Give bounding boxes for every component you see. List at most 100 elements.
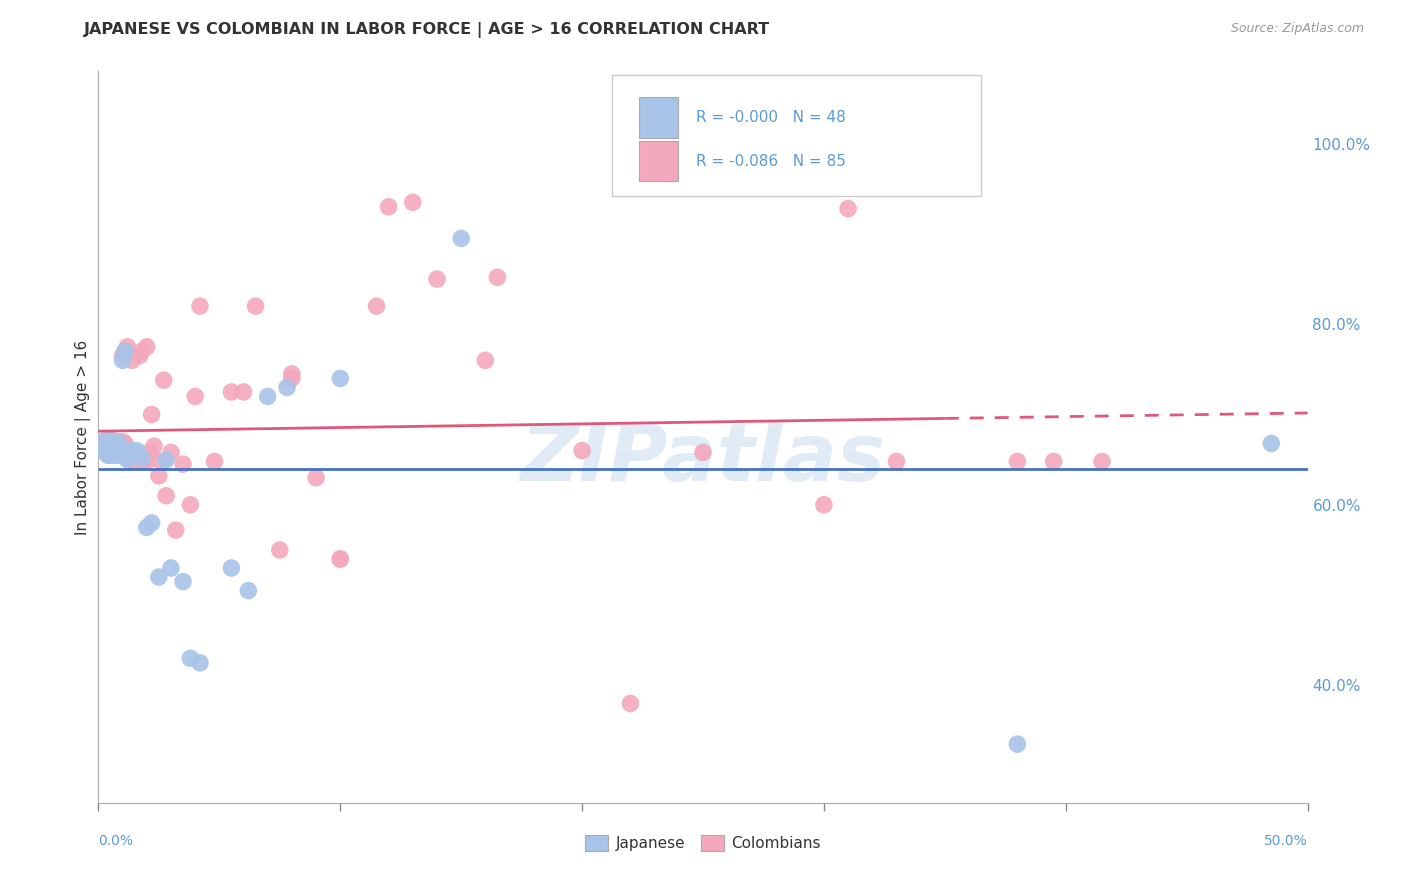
Point <box>91 443 114 458</box>
Point <box>107 434 129 449</box>
Point <box>127 443 149 458</box>
Point <box>94 443 117 458</box>
Point <box>141 408 163 422</box>
Point <box>101 443 124 458</box>
Point <box>108 443 131 458</box>
Point <box>269 543 291 558</box>
Point <box>124 445 146 459</box>
Point <box>91 434 114 449</box>
Point <box>179 498 201 512</box>
Point <box>276 380 298 394</box>
Point <box>114 344 136 359</box>
Point <box>1007 737 1029 751</box>
Point <box>117 442 139 456</box>
Point <box>179 651 201 665</box>
Point <box>155 452 177 467</box>
Text: R = -0.086   N = 85: R = -0.086 N = 85 <box>696 153 845 169</box>
Point <box>124 454 146 468</box>
Point <box>90 439 112 453</box>
Point <box>128 349 150 363</box>
Point <box>221 561 243 575</box>
Point <box>238 583 260 598</box>
Point <box>108 439 131 453</box>
Point <box>100 433 122 447</box>
Point <box>104 448 127 462</box>
Text: 50.0%: 50.0% <box>1264 834 1308 848</box>
Point <box>184 389 207 403</box>
Point <box>221 384 243 399</box>
Point <box>107 443 129 458</box>
Point <box>377 200 399 214</box>
Point <box>101 443 124 458</box>
Point <box>111 349 134 363</box>
Point <box>256 389 278 403</box>
Point <box>107 443 129 458</box>
Legend: Japanese, Colombians: Japanese, Colombians <box>579 830 827 857</box>
Point <box>118 443 141 458</box>
Point <box>104 434 127 449</box>
Point <box>204 454 226 468</box>
Point <box>135 454 157 468</box>
Point <box>402 195 425 210</box>
Point <box>91 442 114 456</box>
Point <box>104 439 127 453</box>
Point <box>245 299 267 313</box>
Point <box>107 448 129 462</box>
Text: ZIPatlas: ZIPatlas <box>520 420 886 498</box>
Point <box>886 454 908 468</box>
Point <box>114 344 136 359</box>
Point <box>100 448 122 462</box>
Point <box>94 436 117 450</box>
Point <box>94 439 117 453</box>
Point <box>101 442 124 456</box>
Point <box>366 299 388 313</box>
Point <box>188 656 211 670</box>
Text: JAPANESE VS COLOMBIAN IN LABOR FORCE | AGE > 16 CORRELATION CHART: JAPANESE VS COLOMBIAN IN LABOR FORCE | A… <box>84 22 770 38</box>
Point <box>94 443 117 458</box>
Point <box>135 340 157 354</box>
Point <box>104 442 127 456</box>
Point <box>117 340 139 354</box>
Point <box>692 445 714 459</box>
Point <box>100 448 122 462</box>
Point <box>97 439 120 453</box>
Point <box>143 439 166 453</box>
Bar <box>638 141 678 181</box>
Point <box>486 270 509 285</box>
Point <box>100 436 122 450</box>
Point <box>160 561 183 575</box>
Point <box>114 436 136 450</box>
Text: 0.0%: 0.0% <box>98 834 134 848</box>
Point <box>97 448 120 462</box>
Point <box>104 445 127 459</box>
Point <box>111 448 134 462</box>
Point <box>134 454 156 468</box>
Point <box>101 436 124 450</box>
Bar <box>638 97 678 137</box>
Point <box>1260 436 1282 450</box>
Point <box>90 439 112 453</box>
Point <box>1042 454 1064 468</box>
Point <box>329 552 352 566</box>
Point <box>90 436 112 450</box>
Point <box>91 439 114 453</box>
Text: Source: ZipAtlas.com: Source: ZipAtlas.com <box>1230 22 1364 36</box>
Text: R = -0.000   N = 48: R = -0.000 N = 48 <box>696 110 845 125</box>
Point <box>101 439 124 453</box>
Point <box>1007 454 1029 468</box>
Point <box>131 344 153 359</box>
Point <box>94 442 117 456</box>
Point <box>329 371 352 385</box>
Point <box>450 231 472 245</box>
Point <box>97 439 120 453</box>
Point <box>305 471 328 485</box>
Y-axis label: In Labor Force | Age > 16: In Labor Force | Age > 16 <box>76 340 91 534</box>
Point <box>155 489 177 503</box>
Point <box>101 439 124 453</box>
Point <box>108 442 131 456</box>
Point <box>97 448 120 462</box>
Point <box>148 469 170 483</box>
Point <box>131 450 153 465</box>
Point <box>148 570 170 584</box>
Point <box>172 574 194 589</box>
